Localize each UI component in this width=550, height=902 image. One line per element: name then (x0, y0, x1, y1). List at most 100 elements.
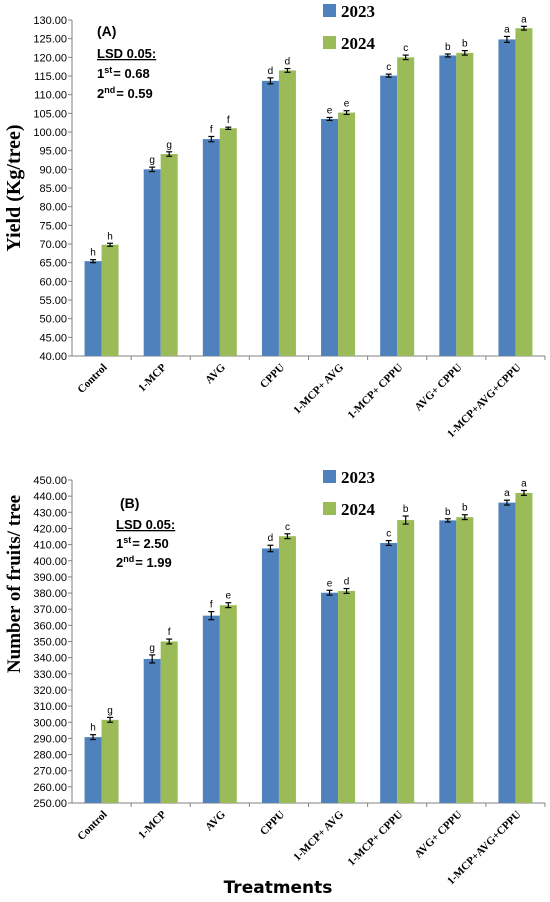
significance-letter: a (521, 478, 527, 489)
y-tick-label: 410.00 (33, 540, 67, 552)
y-tick-label: 80.00 (39, 202, 67, 214)
lsd-title: LSD 0.05: (116, 517, 175, 532)
y-tick-label: 125.00 (33, 34, 67, 46)
y-tick-label: 350.00 (33, 637, 67, 649)
y-tick-label: 450.00 (33, 475, 67, 487)
x-tick-label: AVG (203, 808, 228, 833)
significance-letter: e (327, 578, 333, 589)
lsd-second-value: = 1.99 (135, 555, 172, 570)
bar-2024-7 (456, 517, 474, 803)
x-tick-label: CPPU (258, 362, 287, 391)
chart-panel-b: 250.00 260.00 270.00 280.00 290.00 300.00 310.… (4, 468, 546, 898)
significance-letter: e (344, 99, 350, 110)
significance-letter: b (462, 503, 468, 514)
lsd-second-suffix: nd (104, 85, 115, 95)
significance-letter: h (90, 248, 96, 259)
legend-swatch-2023 (323, 470, 336, 483)
bar-2024-2 (160, 641, 178, 803)
y-tick-label: 360.00 (33, 620, 67, 632)
lsd-first-value: = 2.50 (132, 536, 169, 551)
significance-letter: c (386, 62, 391, 73)
lsd-first-value: = 0.68 (113, 66, 150, 81)
lsd-second-line: 2nd= 0.59 (97, 85, 153, 101)
bar-2023-1 (84, 261, 102, 356)
y-tick-label: 330.00 (33, 669, 67, 681)
significance-letter: e (327, 105, 333, 116)
significance-letter: c (285, 522, 290, 533)
bar-2024-6 (397, 520, 415, 803)
bar-2023-4 (261, 548, 279, 803)
lsd-first-ordinal: 1 (116, 536, 123, 551)
significance-letter: b (445, 42, 451, 53)
bar-2023-8 (498, 502, 516, 803)
y-tick-label: 340.00 (33, 653, 67, 665)
lsd-second-ordinal: 2 (116, 555, 123, 570)
x-tick-label: Control (75, 809, 109, 843)
significance-letter: h (107, 231, 113, 242)
significance-letter: f (227, 115, 230, 126)
y-tick-label: 320.00 (33, 685, 67, 697)
lsd-title: LSD 0.05: (97, 46, 156, 61)
y-tick-label: 390.00 (33, 572, 67, 584)
y-tick-label: 55.00 (39, 295, 67, 307)
bar-2023-7 (439, 55, 457, 356)
lsd-second-suffix: nd (123, 554, 134, 564)
y-tick-label: 50.00 (39, 314, 67, 326)
x-tick-label: 1-MCP (136, 361, 169, 394)
bar-2024-4 (278, 70, 296, 357)
significance-letter: d (344, 577, 350, 588)
bar-2023-3 (202, 615, 220, 803)
y-axis-label: Number of fruits/ tree (4, 495, 25, 673)
bar-2023-5 (321, 118, 339, 356)
bar-2024-1 (101, 719, 119, 803)
panel-label: (B) (120, 495, 139, 511)
y-tick-label: 260.00 (33, 782, 67, 794)
y-tick-label: 290.00 (33, 733, 67, 745)
significance-letter: g (149, 155, 155, 166)
y-tick-label: 100.00 (33, 127, 67, 139)
bar-2023-2 (143, 169, 161, 356)
lsd-second-ordinal: 2 (97, 86, 104, 101)
legend-swatch-2023 (323, 4, 336, 17)
bar-2024-5 (338, 590, 356, 803)
y-tick-label: 65.00 (39, 258, 67, 270)
x-tick-label: AVG+ CPPU (413, 362, 465, 414)
significance-letter: b (445, 507, 451, 518)
lsd-second-line: 2nd= 1.99 (116, 554, 172, 570)
x-axis-label: Treatments (224, 878, 333, 898)
significance-letter: f (210, 600, 213, 611)
y-tick-label: 280.00 (33, 750, 67, 762)
significance-letter: d (268, 533, 274, 544)
legend-label-2024: 2024 (341, 34, 376, 53)
significance-letter: d (285, 57, 291, 68)
bar-2023-3 (202, 139, 220, 356)
bar-2024-8 (515, 28, 533, 357)
significance-letter: b (403, 504, 409, 515)
y-tick-label: 70.00 (39, 239, 67, 251)
significance-letter: g (149, 643, 155, 654)
significance-letter: c (403, 43, 408, 54)
lsd-first-suffix: st (104, 65, 112, 75)
x-tick-label: 1-MCP+ AVG (291, 808, 346, 863)
bar-2024-5 (338, 112, 356, 356)
lsd-first-suffix: st (123, 535, 131, 545)
lsd-first-line: 1st= 2.50 (116, 535, 169, 551)
bar-2024-8 (515, 492, 533, 803)
y-tick-label: 300.00 (33, 717, 67, 729)
y-tick-label: 85.00 (39, 183, 67, 195)
legend-swatch-2024 (323, 36, 336, 49)
y-tick-label: 45.00 (39, 332, 67, 344)
bar-2023-8 (498, 39, 516, 357)
lsd-first-ordinal: 1 (97, 66, 104, 81)
bar-2024-3 (219, 128, 237, 356)
y-tick-label: 400.00 (33, 556, 67, 568)
y-tick-label: 110.00 (34, 90, 67, 102)
significance-letter: e (226, 591, 232, 602)
legend-label-2023: 2023 (341, 2, 375, 21)
x-tick-label: CPPU (258, 809, 287, 838)
bar-2023-4 (261, 80, 279, 356)
lsd-second-value: = 0.59 (116, 86, 153, 101)
significance-letter: f (168, 627, 171, 638)
bar-2023-7 (439, 520, 457, 803)
significance-letter: a (504, 488, 510, 499)
